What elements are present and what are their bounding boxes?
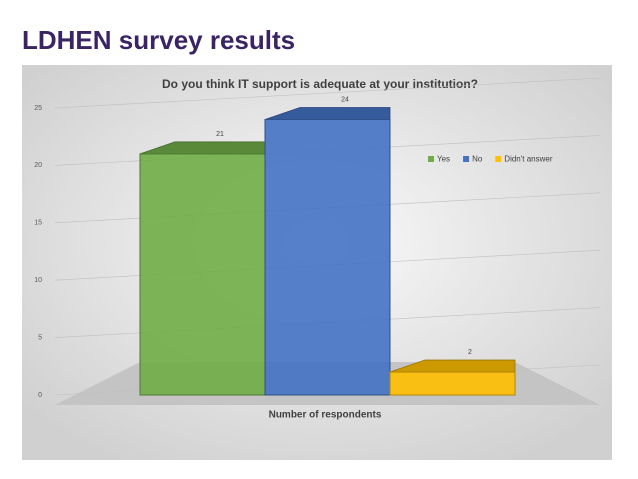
data-label: 24 bbox=[341, 96, 349, 103]
legend-label: Didn't answer bbox=[504, 155, 553, 164]
y-tick-label: 0 bbox=[38, 392, 42, 399]
y-tick-label: 15 bbox=[34, 220, 42, 227]
legend-swatch bbox=[463, 156, 470, 162]
bar bbox=[264, 118, 391, 396]
y-tick-label: 5 bbox=[38, 334, 42, 341]
bar bbox=[139, 153, 266, 396]
x-axis-label: Number of respondents bbox=[269, 410, 382, 421]
bar bbox=[389, 371, 516, 396]
legend-label: No bbox=[472, 155, 483, 164]
data-label: 21 bbox=[216, 131, 224, 138]
chart-title: Do you think IT support is adequate at y… bbox=[162, 77, 478, 91]
slide-title: LDHEN survey results bbox=[22, 25, 295, 55]
data-label: 2 bbox=[468, 349, 472, 356]
legend-label: Yes bbox=[437, 155, 450, 164]
legend-swatch bbox=[495, 156, 502, 162]
y-tick-label: 10 bbox=[34, 277, 42, 284]
y-tick-label: 25 bbox=[34, 105, 42, 112]
legend-swatch bbox=[428, 156, 434, 162]
grid-line bbox=[54, 77, 601, 109]
y-tick-label: 20 bbox=[34, 162, 42, 169]
